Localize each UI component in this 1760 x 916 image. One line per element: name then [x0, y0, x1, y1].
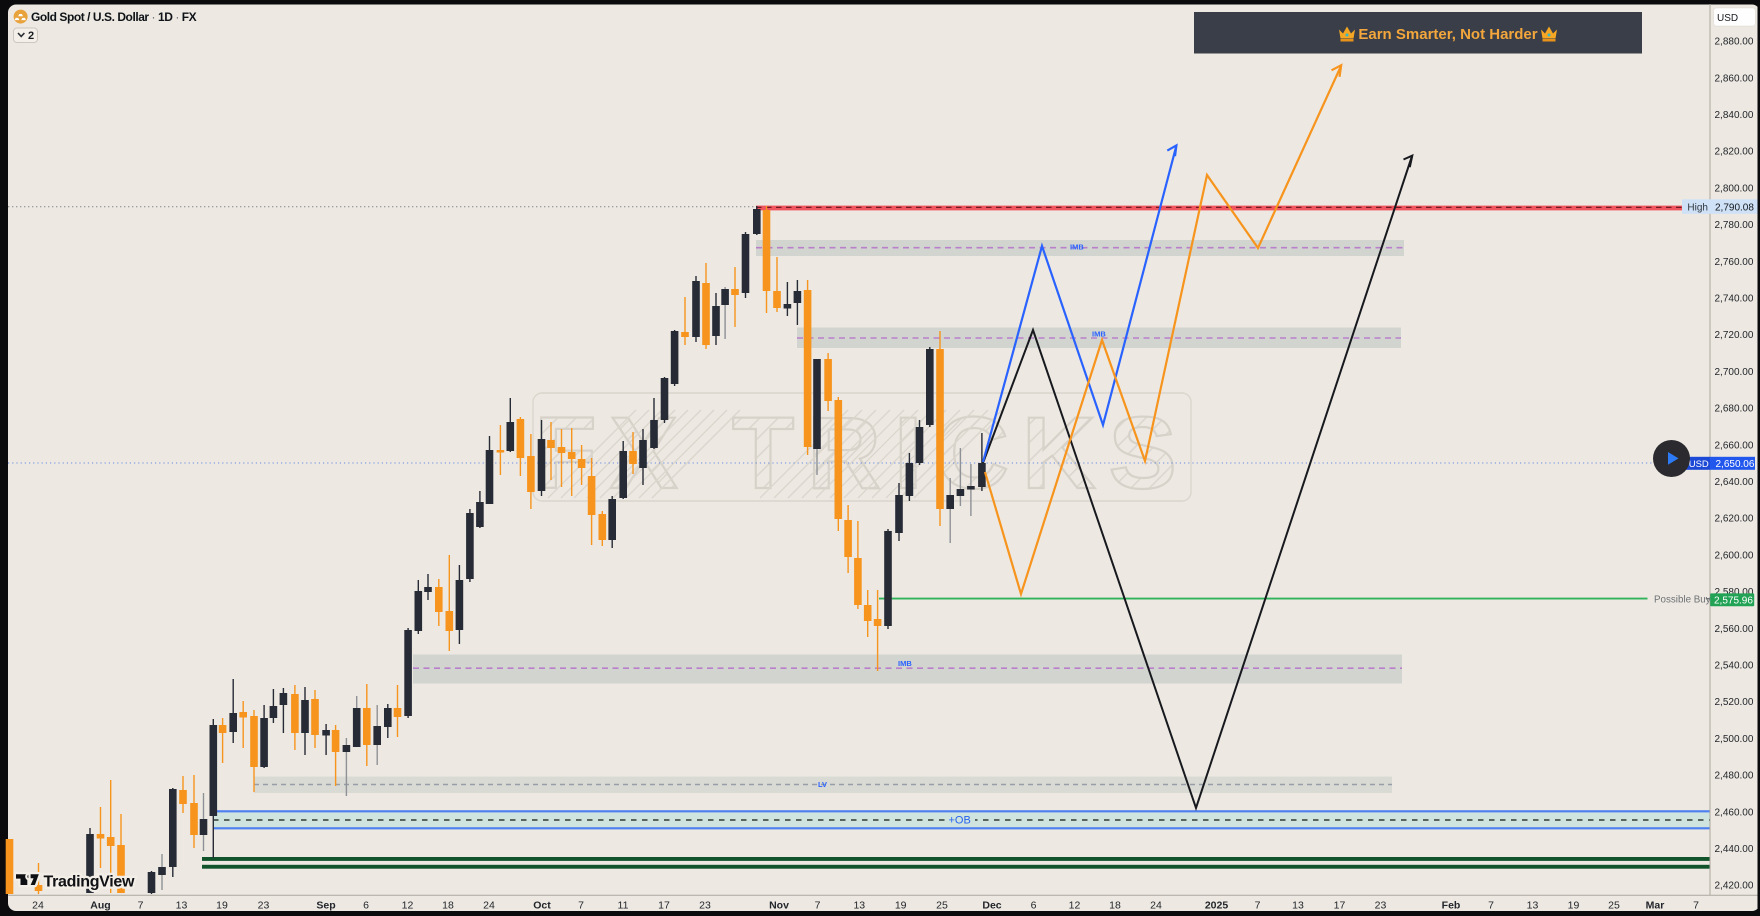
svg-text:17: 17 [1334, 900, 1346, 912]
svg-text:2,560.00: 2,560.00 [1715, 624, 1754, 635]
svg-text:13: 13 [1527, 900, 1539, 912]
svg-text:2,860.00: 2,860.00 [1715, 73, 1754, 84]
svg-text:+OB: +OB [949, 815, 971, 827]
svg-text:19: 19 [1568, 900, 1580, 912]
svg-text:13: 13 [853, 900, 865, 912]
svg-text:Sep: Sep [316, 900, 335, 912]
svg-text:2,720.00: 2,720.00 [1715, 330, 1754, 341]
svg-text:2,575.96: 2,575.96 [1714, 595, 1753, 606]
svg-text:Mar: Mar [1646, 900, 1665, 912]
svg-text:2,500.00: 2,500.00 [1715, 734, 1754, 745]
svg-text:Earn Smarter, Not Harder: Earn Smarter, Not Harder [1358, 26, 1537, 43]
svg-text:2,660.00: 2,660.00 [1715, 440, 1754, 451]
svg-text:2,580.00: 2,580.00 [1715, 587, 1754, 598]
svg-text:Possible Buy: Possible Buy [1654, 594, 1711, 605]
svg-text:2,540.00: 2,540.00 [1715, 661, 1754, 672]
svg-text:2,440.00: 2,440.00 [1715, 844, 1754, 855]
svg-text:18: 18 [1109, 900, 1121, 912]
svg-text:XAUUSD: XAUUSD [1669, 459, 1709, 470]
svg-text:Nov: Nov [769, 900, 789, 912]
svg-text:Gold Spot / U.S. Dollar · 1D ·: Gold Spot / U.S. Dollar · 1D · FX [31, 10, 197, 24]
svg-text:7: 7 [815, 900, 821, 912]
svg-text:2,880.00: 2,880.00 [1715, 37, 1754, 48]
svg-text:2,480.00: 2,480.00 [1715, 771, 1754, 782]
svg-text:19: 19 [895, 900, 907, 912]
svg-text:USD: USD [1717, 13, 1738, 24]
svg-text:TradingView: TradingView [44, 874, 136, 891]
svg-text:2,700.00: 2,700.00 [1715, 367, 1754, 378]
svg-text:2025: 2025 [1205, 900, 1229, 912]
svg-text:24: 24 [1150, 900, 1162, 912]
svg-text:2,840.00: 2,840.00 [1715, 110, 1754, 121]
svg-text:24: 24 [32, 900, 44, 912]
svg-text:Aug: Aug [90, 900, 110, 912]
svg-text:17: 17 [658, 900, 670, 912]
svg-text:Dec: Dec [982, 900, 1001, 912]
svg-text:13: 13 [176, 900, 188, 912]
svg-text:23: 23 [699, 900, 711, 912]
svg-text:2,780.00: 2,780.00 [1715, 220, 1754, 231]
svg-text:18: 18 [442, 900, 454, 912]
svg-text:2,420.00: 2,420.00 [1715, 881, 1754, 892]
svg-text:23: 23 [258, 900, 270, 912]
svg-text:6: 6 [1031, 900, 1037, 912]
svg-text:2,460.00: 2,460.00 [1715, 807, 1754, 818]
svg-text:19: 19 [216, 900, 228, 912]
svg-text:2,600.00: 2,600.00 [1715, 550, 1754, 561]
svg-text:7: 7 [578, 900, 584, 912]
svg-text:7: 7 [1488, 900, 1494, 912]
svg-text:2,760.00: 2,760.00 [1715, 257, 1754, 268]
svg-text:2,740.00: 2,740.00 [1715, 294, 1754, 305]
svg-text:7: 7 [138, 900, 144, 912]
svg-text:24: 24 [483, 900, 495, 912]
svg-text:2,620.00: 2,620.00 [1715, 514, 1754, 525]
svg-text:2,680.00: 2,680.00 [1715, 404, 1754, 415]
svg-text:IMB: IMB [1092, 330, 1106, 339]
svg-text:2,790.08: 2,790.08 [1715, 203, 1754, 214]
svg-text:2,520.00: 2,520.00 [1715, 697, 1754, 708]
svg-text:2: 2 [28, 30, 34, 42]
svg-text:7: 7 [1693, 900, 1699, 912]
svg-text:High: High [1687, 202, 1708, 213]
svg-text:2,640.00: 2,640.00 [1715, 477, 1754, 488]
svg-text:Oct: Oct [533, 900, 551, 912]
svg-text:6: 6 [363, 900, 369, 912]
svg-text:IMB: IMB [1070, 243, 1084, 252]
svg-text:25: 25 [936, 900, 948, 912]
svg-text:12: 12 [1069, 900, 1081, 912]
svg-text:2,800.00: 2,800.00 [1715, 183, 1754, 194]
svg-text:13: 13 [1292, 900, 1304, 912]
svg-text:IMB: IMB [898, 659, 912, 668]
svg-text:2,820.00: 2,820.00 [1715, 147, 1754, 158]
svg-text:7: 7 [1255, 900, 1261, 912]
svg-text:12: 12 [402, 900, 414, 912]
svg-text:2,650.06: 2,650.06 [1716, 459, 1755, 470]
svg-text:LV: LV [818, 780, 827, 789]
svg-text:Feb: Feb [1442, 900, 1461, 912]
svg-text:25: 25 [1608, 900, 1620, 912]
svg-text:23: 23 [1375, 900, 1387, 912]
svg-text:11: 11 [618, 900, 629, 912]
